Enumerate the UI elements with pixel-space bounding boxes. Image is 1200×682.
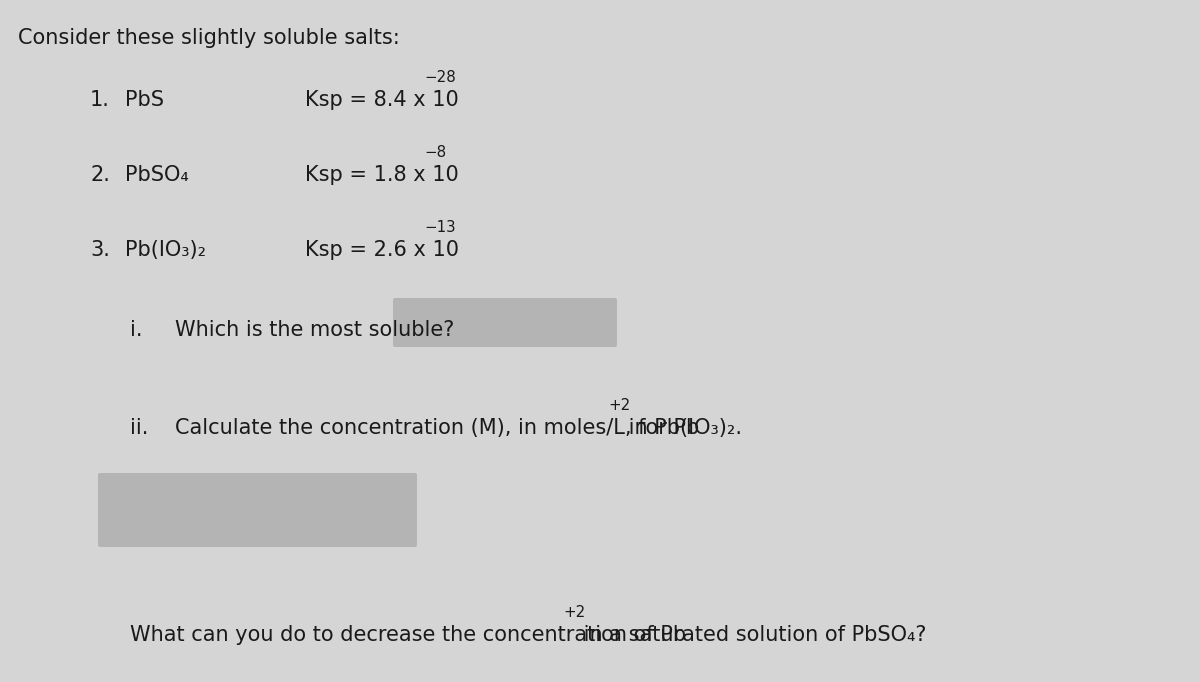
Text: 3.: 3.	[90, 240, 110, 260]
Text: Ksp = 1.8 x 10: Ksp = 1.8 x 10	[305, 165, 458, 185]
Text: PbSO₄: PbSO₄	[125, 165, 188, 185]
Text: Consider these slightly soluble salts:: Consider these slightly soluble salts:	[18, 28, 400, 48]
Text: 2.: 2.	[90, 165, 110, 185]
Text: PbS: PbS	[125, 90, 164, 110]
Text: +2: +2	[564, 605, 586, 620]
Text: What can you do to decrease the concentration of Pb: What can you do to decrease the concentr…	[130, 625, 686, 645]
FancyBboxPatch shape	[394, 298, 617, 347]
Text: Pb(IO₃)₂: Pb(IO₃)₂	[125, 240, 206, 260]
Text: ii.: ii.	[130, 418, 149, 438]
Text: Which is the most soluble?: Which is the most soluble?	[175, 320, 455, 340]
Text: Ksp = 2.6 x 10: Ksp = 2.6 x 10	[305, 240, 458, 260]
Text: 1.: 1.	[90, 90, 110, 110]
Text: Calculate the concentration (M), in moles/L, for Pb: Calculate the concentration (M), in mole…	[175, 418, 700, 438]
Text: −13: −13	[424, 220, 456, 235]
Text: −8: −8	[424, 145, 446, 160]
Text: i.: i.	[130, 320, 143, 340]
FancyBboxPatch shape	[98, 473, 418, 547]
Text: in a saturated solution of PbSO₄?: in a saturated solution of PbSO₄?	[577, 625, 926, 645]
Text: −28: −28	[424, 70, 456, 85]
Text: +2: +2	[608, 398, 631, 413]
Text: in Pb(IO₃)₂.: in Pb(IO₃)₂.	[622, 418, 742, 438]
Text: Ksp = 8.4 x 10: Ksp = 8.4 x 10	[305, 90, 458, 110]
